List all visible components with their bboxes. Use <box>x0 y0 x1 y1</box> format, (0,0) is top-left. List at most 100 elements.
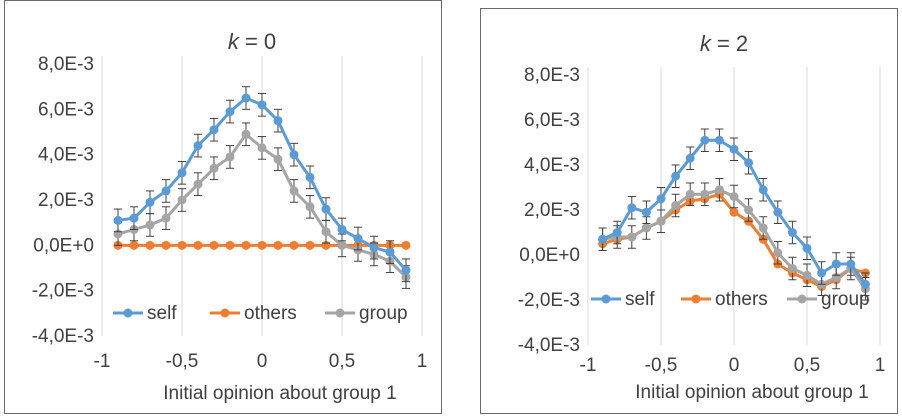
data-point-self <box>744 158 754 168</box>
data-point-group <box>321 227 331 237</box>
series-self <box>113 86 411 283</box>
x-tick-label: 0 <box>729 355 740 376</box>
data-point-self <box>846 259 856 269</box>
series-self <box>598 128 870 296</box>
chart-panel-k0: k = 0 -4,0E-3 -2,0E-3 0,0E+0 2,0E-3 4,0E-3 6,0… <box>4 0 442 414</box>
legend-label: group <box>359 303 408 324</box>
chart-title-value: = 0 <box>239 29 276 54</box>
chart-panel-k2: k = 2 -4,0E-3 -2,0E-3 0,0E+0 2,0E-3 4,0E-3 6,0… <box>480 8 898 414</box>
data-point-self <box>831 259 841 269</box>
data-point-group <box>773 248 783 258</box>
legend-label: others <box>244 303 297 324</box>
data-point-self <box>161 186 171 196</box>
data-point-self <box>641 207 651 217</box>
data-point-others <box>177 240 187 250</box>
y-tick-label: -2,0E-3 <box>32 281 94 302</box>
data-point-group <box>729 192 739 201</box>
data-point-self <box>273 116 283 126</box>
legend: self others group <box>591 289 870 310</box>
data-point-group <box>700 189 710 199</box>
chart-title: k = 0 <box>228 29 276 54</box>
data-point-group <box>685 189 695 199</box>
data-point-self <box>700 135 710 145</box>
series-others <box>113 240 411 250</box>
data-point-group <box>337 240 347 250</box>
y-tick-label: 2,0E-3 <box>38 190 94 211</box>
data-point-self <box>627 203 637 213</box>
data-point-self <box>773 207 783 217</box>
legend-label: self <box>147 303 177 324</box>
data-point-others <box>305 240 315 250</box>
data-point-self <box>817 268 827 278</box>
data-point-self <box>802 243 812 253</box>
x-tick-label: 1 <box>875 355 886 376</box>
data-point-group <box>177 195 187 205</box>
data-point-others <box>161 240 171 250</box>
data-point-group <box>787 264 797 273</box>
data-point-self <box>385 247 395 257</box>
data-point-group <box>714 185 724 195</box>
data-point-group <box>273 154 283 164</box>
legend-item-self: self <box>113 303 177 324</box>
data-point-self <box>758 185 768 195</box>
data-point-self <box>401 265 411 275</box>
data-point-group <box>145 220 155 230</box>
data-point-self <box>145 197 155 207</box>
data-point-self <box>289 150 299 160</box>
data-point-self <box>241 93 251 103</box>
x-tick-label: 1 <box>417 351 428 372</box>
data-point-self <box>729 144 739 154</box>
chart-k0: k = 0 -4,0E-3 -2,0E-3 0,0E+0 2,0E-3 4,0E-3 6,0… <box>32 29 428 404</box>
data-point-others <box>129 240 139 250</box>
chart-k2: k = 2 -4,0E-3 -2,0E-3 0,0E+0 2,0E-3 4,0E-3 6,0… <box>518 31 886 403</box>
data-point-others <box>289 240 299 250</box>
y-tick-label: 2,0E-3 <box>524 200 580 221</box>
chart-title-value: = 2 <box>711 31 748 56</box>
x-axis-label: Initial opinion about group 1 <box>163 383 396 404</box>
chart-title-variable: k <box>700 31 712 56</box>
legend-label: others <box>715 289 768 310</box>
legend-item-others: others <box>210 303 297 324</box>
data-point-self <box>129 213 139 223</box>
legend-swatch-marker <box>797 294 807 304</box>
y-tick-label: 0,0E+0 <box>519 245 580 266</box>
y-tick-label: 6,0E-3 <box>524 110 580 131</box>
y-tick-label: 0,0E+0 <box>33 235 94 256</box>
legend-swatch-marker <box>335 308 345 318</box>
data-point-self <box>209 125 219 135</box>
data-point-self <box>305 172 315 182</box>
x-tick-label: 0 <box>257 351 268 372</box>
legend: self others group <box>113 303 408 324</box>
x-tick-label: -1 <box>94 351 111 372</box>
x-tick-label: 0,5 <box>794 355 820 376</box>
data-point-others <box>241 240 251 250</box>
data-point-self <box>353 234 363 244</box>
data-point-self <box>787 228 797 237</box>
legend-item-group: group <box>325 303 408 324</box>
data-point-self <box>321 204 331 214</box>
y-tick-label: -2,0E-3 <box>518 290 580 311</box>
data-point-group <box>257 143 267 153</box>
legend-item-self: self <box>591 289 655 310</box>
legend-swatch-marker <box>220 308 230 318</box>
data-point-self <box>113 215 123 225</box>
data-point-self <box>656 194 666 204</box>
data-point-group <box>641 223 651 233</box>
legend-label: group <box>821 289 870 310</box>
legend-item-others: others <box>681 289 768 310</box>
y-tick-label: 8,0E-3 <box>38 54 94 75</box>
data-point-others <box>401 240 411 250</box>
data-point-group <box>161 213 171 223</box>
x-axis-label: Initial opinion about group 1 <box>635 382 868 403</box>
legend-swatch-marker <box>691 294 701 304</box>
data-point-group <box>225 152 235 162</box>
data-point-self <box>177 168 187 178</box>
data-point-self <box>337 224 347 234</box>
y-tick-label: 8,0E-3 <box>524 65 580 86</box>
data-point-group <box>289 186 299 196</box>
y-tick-label: -4,0E-3 <box>518 335 580 356</box>
data-point-self <box>714 135 724 145</box>
data-point-others <box>193 240 203 250</box>
data-point-group <box>802 270 812 280</box>
data-point-group <box>671 201 681 210</box>
